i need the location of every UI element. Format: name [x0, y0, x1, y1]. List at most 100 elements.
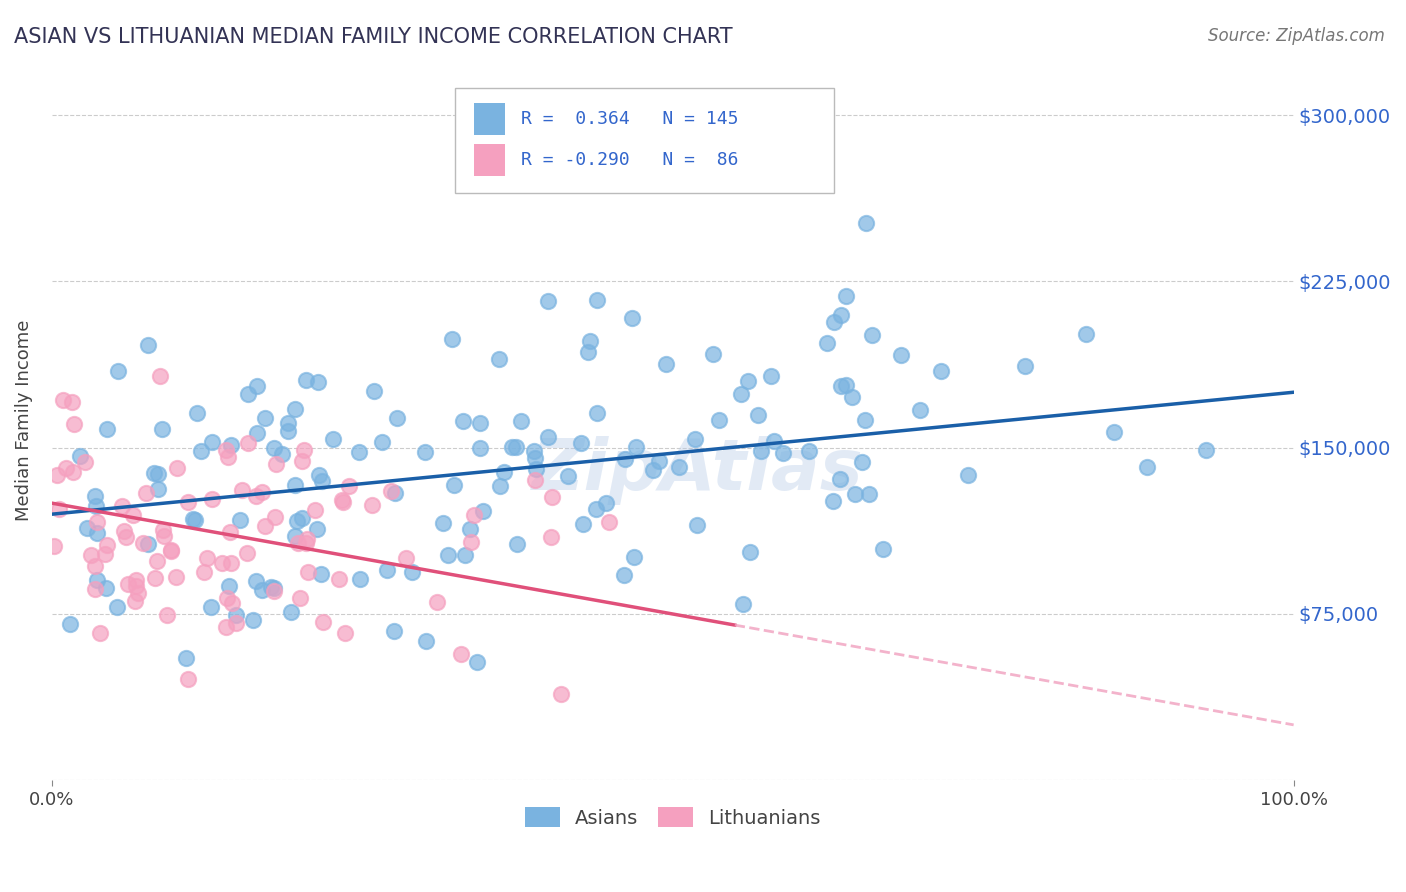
Point: [613, 568, 636, 582]
Point: [238, 436, 260, 450]
Point: [332, 495, 354, 509]
Point: [245, 574, 267, 588]
FancyBboxPatch shape: [474, 103, 505, 136]
Point: [454, 549, 477, 563]
Point: [284, 478, 307, 492]
Point: [285, 514, 308, 528]
Point: [63, 417, 86, 431]
Point: [557, 469, 579, 483]
Point: [747, 408, 769, 422]
Point: [125, 573, 148, 587]
Point: [160, 543, 183, 558]
Point: [80, 549, 103, 563]
FancyBboxPatch shape: [456, 88, 834, 193]
Point: [598, 515, 620, 529]
Point: [468, 416, 491, 430]
Point: [117, 577, 139, 591]
Point: [648, 454, 671, 468]
Point: [277, 417, 299, 431]
Point: [246, 425, 269, 440]
Point: [295, 536, 318, 550]
Point: [465, 655, 488, 669]
Point: [305, 522, 328, 536]
Point: [510, 414, 533, 428]
Point: [94, 582, 117, 596]
Point: [623, 549, 645, 564]
Point: [149, 368, 172, 383]
Point: [297, 565, 319, 579]
Point: [55, 460, 77, 475]
Point: [540, 530, 562, 544]
Y-axis label: Median Family Income: Median Family Income: [15, 319, 32, 521]
Point: [48, 502, 70, 516]
Point: [489, 478, 512, 492]
Point: [347, 444, 370, 458]
Point: [821, 493, 844, 508]
Text: R =  0.364   N = 145: R = 0.364 N = 145: [522, 111, 738, 128]
Point: [613, 452, 636, 467]
Point: [333, 625, 356, 640]
Point: [94, 547, 117, 561]
Point: [136, 537, 159, 551]
Point: [1195, 443, 1218, 458]
Point: [60, 395, 83, 409]
Point: [537, 293, 560, 308]
Text: Source: ZipAtlas.com: Source: ZipAtlas.com: [1208, 27, 1385, 45]
Point: [96, 538, 118, 552]
Point: [322, 432, 344, 446]
Point: [1102, 425, 1125, 439]
Point: [146, 482, 169, 496]
Point: [284, 529, 307, 543]
Point: [291, 453, 314, 467]
Point: [834, 378, 856, 392]
Point: [263, 441, 285, 455]
Point: [83, 489, 105, 503]
Point: [686, 518, 709, 533]
Point: [432, 516, 454, 530]
Point: [211, 556, 233, 570]
Point: [143, 571, 166, 585]
Point: [382, 624, 405, 638]
Point: [956, 468, 979, 483]
Point: [59, 617, 82, 632]
Point: [643, 463, 665, 477]
Point: [626, 440, 648, 454]
Point: [413, 445, 436, 459]
Point: [245, 489, 267, 503]
Point: [702, 347, 724, 361]
Point: [217, 591, 239, 606]
Point: [177, 494, 200, 508]
Point: [84, 559, 107, 574]
Point: [762, 434, 785, 449]
Point: [328, 573, 350, 587]
Point: [668, 460, 690, 475]
Point: [156, 607, 179, 622]
Point: [229, 513, 252, 527]
Point: [146, 467, 169, 481]
Point: [114, 530, 136, 544]
Point: [576, 344, 599, 359]
Point: [395, 550, 418, 565]
FancyBboxPatch shape: [474, 144, 505, 177]
Point: [219, 438, 242, 452]
Point: [471, 503, 494, 517]
Point: [595, 495, 617, 509]
Point: [62, 466, 84, 480]
Point: [96, 422, 118, 436]
Legend: Asians, Lithuanians: Asians, Lithuanians: [517, 799, 828, 836]
Point: [46, 467, 69, 482]
Point: [280, 606, 302, 620]
Point: [304, 503, 326, 517]
Point: [271, 447, 294, 461]
Point: [858, 487, 880, 501]
Point: [193, 565, 215, 579]
Point: [181, 512, 204, 526]
Point: [872, 542, 894, 557]
Point: [709, 413, 731, 427]
Point: [683, 432, 706, 446]
Point: [225, 615, 247, 630]
Point: [86, 573, 108, 587]
Point: [146, 554, 169, 568]
Point: [460, 522, 482, 536]
Point: [501, 441, 523, 455]
